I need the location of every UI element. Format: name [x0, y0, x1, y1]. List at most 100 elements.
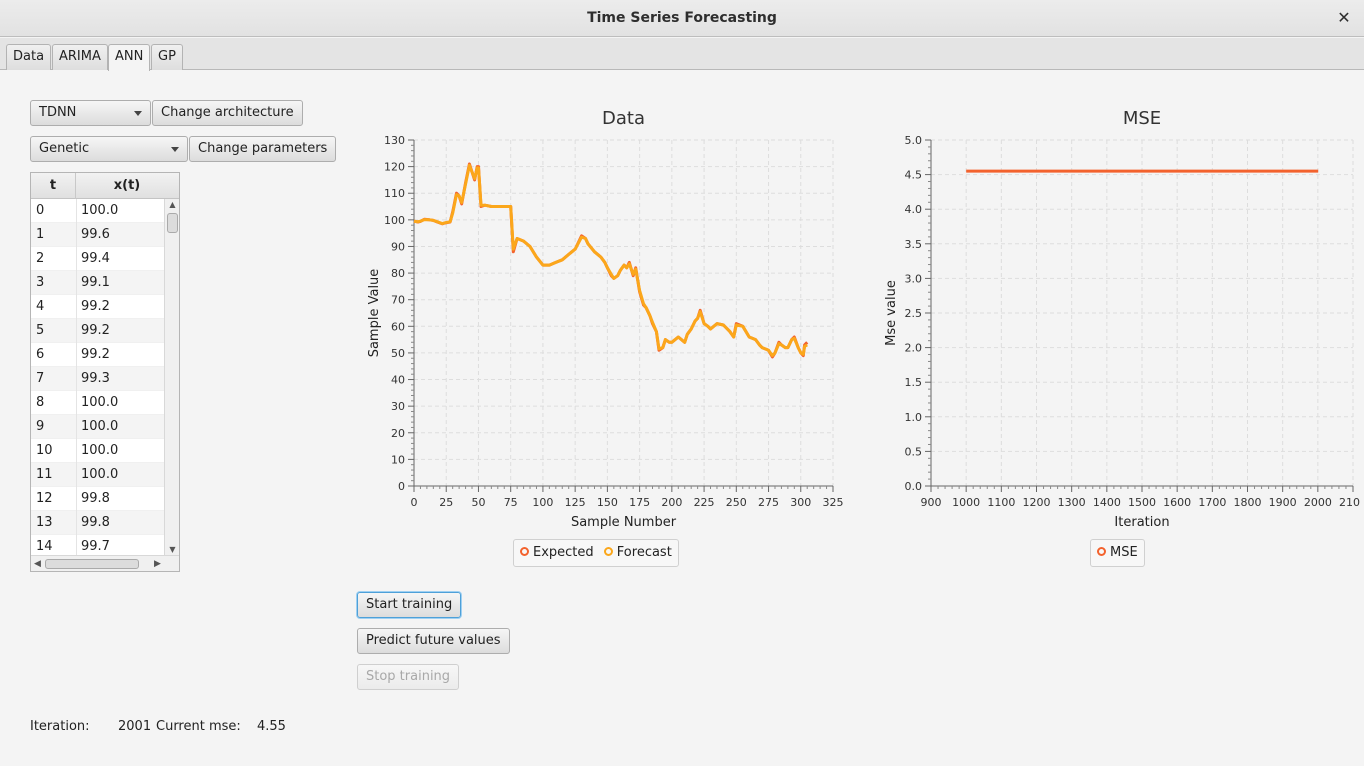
horizontal-scrollbar[interactable]: ◀ ▶	[31, 555, 179, 571]
start-training-button[interactable]: Start training	[357, 592, 462, 618]
x-tick-label: 100	[532, 496, 553, 509]
y-axis-label: Mse value	[884, 280, 899, 346]
cell-t: 10	[36, 443, 53, 458]
cell-xt: 99.7	[76, 535, 164, 555]
horizontal-scrollbar-thumb[interactable]	[45, 559, 139, 569]
column-header-t[interactable]: t	[31, 173, 76, 199]
x-tick-label: 150	[597, 496, 618, 509]
cell-t: 13	[36, 515, 53, 530]
cell-t: 0	[36, 203, 45, 218]
stop-training-button[interactable]: Stop training	[357, 664, 460, 690]
close-icon[interactable]: ✕	[1337, 8, 1351, 27]
cell-xt: 99.3	[76, 367, 164, 391]
y-tick-label: 70	[391, 294, 405, 307]
chevron-down-icon	[134, 111, 142, 116]
cell-xt: 99.8	[76, 487, 164, 511]
cell-t: 6	[36, 347, 45, 362]
table-row[interactable]: 7 99.3	[31, 367, 164, 391]
cell-t: 1	[36, 227, 45, 242]
change-architecture-button[interactable]: Change architecture	[152, 100, 303, 126]
training-method-select[interactable]: Genetic	[30, 136, 188, 162]
table-row[interactable]: 1 99.6	[31, 223, 164, 247]
x-tick-label: 50	[471, 496, 485, 509]
cell-xt: 100.0	[76, 199, 164, 223]
scroll-left-icon[interactable]: ◀	[34, 559, 41, 569]
y-tick-label: 30	[391, 400, 405, 413]
table-row[interactable]: 8 100.0	[31, 391, 164, 415]
x-tick-label: 1000	[952, 496, 980, 509]
chart-title: MSE	[1123, 108, 1161, 129]
architecture-select[interactable]: TDNN	[30, 100, 151, 126]
table-row[interactable]: 6 99.2	[31, 343, 164, 367]
table-row[interactable]: 10 100.0	[31, 439, 164, 463]
table-row[interactable]: 14 99.7	[31, 535, 164, 555]
cell-t: 8	[36, 395, 45, 410]
x-tick-label: 75	[504, 496, 518, 509]
y-tick-label: 3.5	[905, 238, 923, 251]
tab-gp[interactable]: GP	[151, 44, 183, 70]
legend-expected-label: Expected	[533, 545, 594, 560]
table-row[interactable]: 2 99.4	[31, 247, 164, 271]
x-tick-label: 25	[439, 496, 453, 509]
table-row[interactable]: 5 99.2	[31, 319, 164, 343]
x-tick-label: 900	[921, 496, 942, 509]
cell-xt: 99.4	[76, 247, 164, 271]
table-row[interactable]: 9 100.0	[31, 415, 164, 439]
cell-xt: 99.2	[76, 343, 164, 367]
window-title: Time Series Forecasting	[587, 10, 777, 26]
vertical-scrollbar[interactable]: ▲ ▼	[164, 199, 179, 555]
column-header-xt[interactable]: x(t)	[113, 178, 141, 193]
y-tick-label: 0.0	[905, 480, 923, 493]
vertical-scrollbar-thumb[interactable]	[167, 213, 178, 233]
x-axis-label: Sample Number	[571, 515, 677, 530]
y-tick-label: 1.0	[905, 411, 923, 424]
cell-xt: 100.0	[76, 391, 164, 415]
y-tick-label: 2.5	[905, 307, 923, 320]
scroll-right-icon[interactable]: ▶	[154, 559, 161, 569]
cell-xt: 99.1	[76, 271, 164, 295]
scroll-up-icon[interactable]: ▲	[169, 200, 176, 209]
y-tick-label: 100	[384, 214, 405, 227]
mse-chart-legend: MSE	[1090, 539, 1145, 567]
table-header: t x(t)	[31, 173, 179, 199]
x-tick-label: 1700	[1198, 496, 1226, 509]
y-tick-label: 50	[391, 347, 405, 360]
chevron-down-icon	[171, 147, 179, 152]
table-row[interactable]: 3 99.1	[31, 271, 164, 295]
x-tick-label: 175	[629, 496, 650, 509]
table-row[interactable]: 11 100.0	[31, 463, 164, 487]
scroll-down-icon[interactable]: ▼	[169, 545, 176, 554]
table-row[interactable]: 0 100.0	[31, 199, 164, 223]
cell-t: 12	[36, 491, 53, 506]
y-tick-label: 3.0	[905, 272, 923, 285]
y-tick-label: 10	[391, 453, 405, 466]
table-row[interactable]: 12 99.8	[31, 487, 164, 511]
y-axis-label: Sample Value	[367, 269, 382, 358]
tab-ann[interactable]: ANN	[108, 44, 151, 71]
table-row[interactable]: 13 99.8	[31, 511, 164, 535]
cell-t: 14	[36, 539, 53, 554]
tab-arima[interactable]: ARIMA	[52, 44, 108, 70]
x-tick-label: 225	[694, 496, 715, 509]
x-tick-label: 2000	[1304, 496, 1332, 509]
y-tick-label: 0	[398, 480, 405, 493]
x-tick-label: 1900	[1269, 496, 1297, 509]
change-parameters-button[interactable]: Change parameters	[189, 136, 337, 162]
current-mse-value: 4.55	[257, 719, 286, 734]
y-tick-label: 120	[384, 161, 405, 174]
cell-xt: 99.2	[76, 319, 164, 343]
tab-data[interactable]: Data	[6, 44, 52, 70]
x-tick-label: 200	[661, 496, 682, 509]
cell-xt: 100.0	[76, 463, 164, 487]
y-tick-label: 60	[391, 320, 405, 333]
cell-xt: 99.6	[76, 223, 164, 247]
table-row[interactable]: 4 99.2	[31, 295, 164, 319]
current-mse-label: Current mse:	[156, 719, 241, 734]
x-tick-label: 250	[726, 496, 747, 509]
x-tick-label: 125	[565, 496, 586, 509]
x-tick-label: 1100	[987, 496, 1015, 509]
series-table[interactable]: t x(t) 0 100.0 1 99.6 2 99.4 3 99.1 4 99.2 5 99.2 6 9…	[30, 172, 180, 572]
predict-future-button[interactable]: Predict future values	[357, 628, 510, 654]
legend-expected-marker	[520, 547, 529, 556]
